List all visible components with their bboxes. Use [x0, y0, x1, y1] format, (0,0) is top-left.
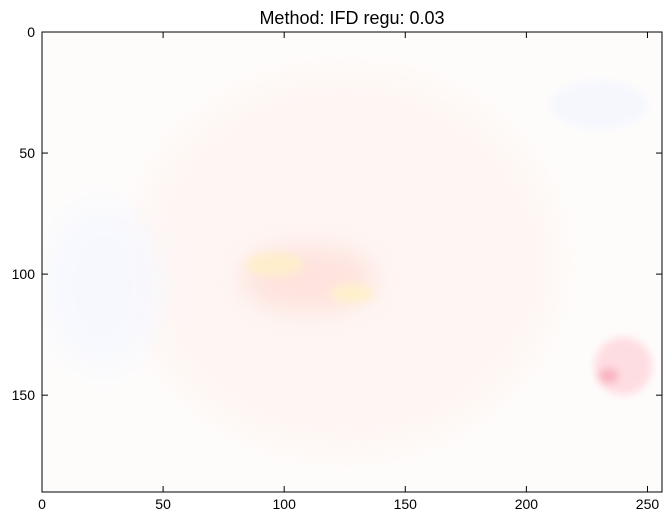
y-tick-label: 100 — [12, 266, 36, 282]
y-tick-label: 0 — [27, 24, 35, 40]
image-blob-2 — [245, 252, 304, 277]
x-tick-label: 250 — [636, 496, 660, 512]
image-area — [42, 32, 662, 492]
y-tick-label: 50 — [19, 145, 35, 161]
x-tick-label: 200 — [515, 496, 539, 512]
x-tick-label: 50 — [155, 496, 171, 512]
image-blob-5 — [599, 368, 619, 384]
plot-frame — [41, 31, 663, 493]
image-blob-7 — [550, 80, 648, 129]
x-tick-label: 0 — [38, 496, 46, 512]
chart-title: Method: IFD regu: 0.03 — [259, 8, 444, 28]
y-tick-label: 150 — [12, 387, 36, 403]
y-axis: 0 50 100 150 — [12, 24, 662, 403]
x-tick-label: 100 — [273, 496, 297, 512]
image-blob-4 — [594, 337, 653, 396]
image-blob-3 — [330, 283, 374, 304]
image-blob-6 — [42, 201, 164, 371]
x-axis: 0 50 100 150 200 250 — [38, 32, 659, 512]
x-tick-label: 150 — [394, 496, 418, 512]
